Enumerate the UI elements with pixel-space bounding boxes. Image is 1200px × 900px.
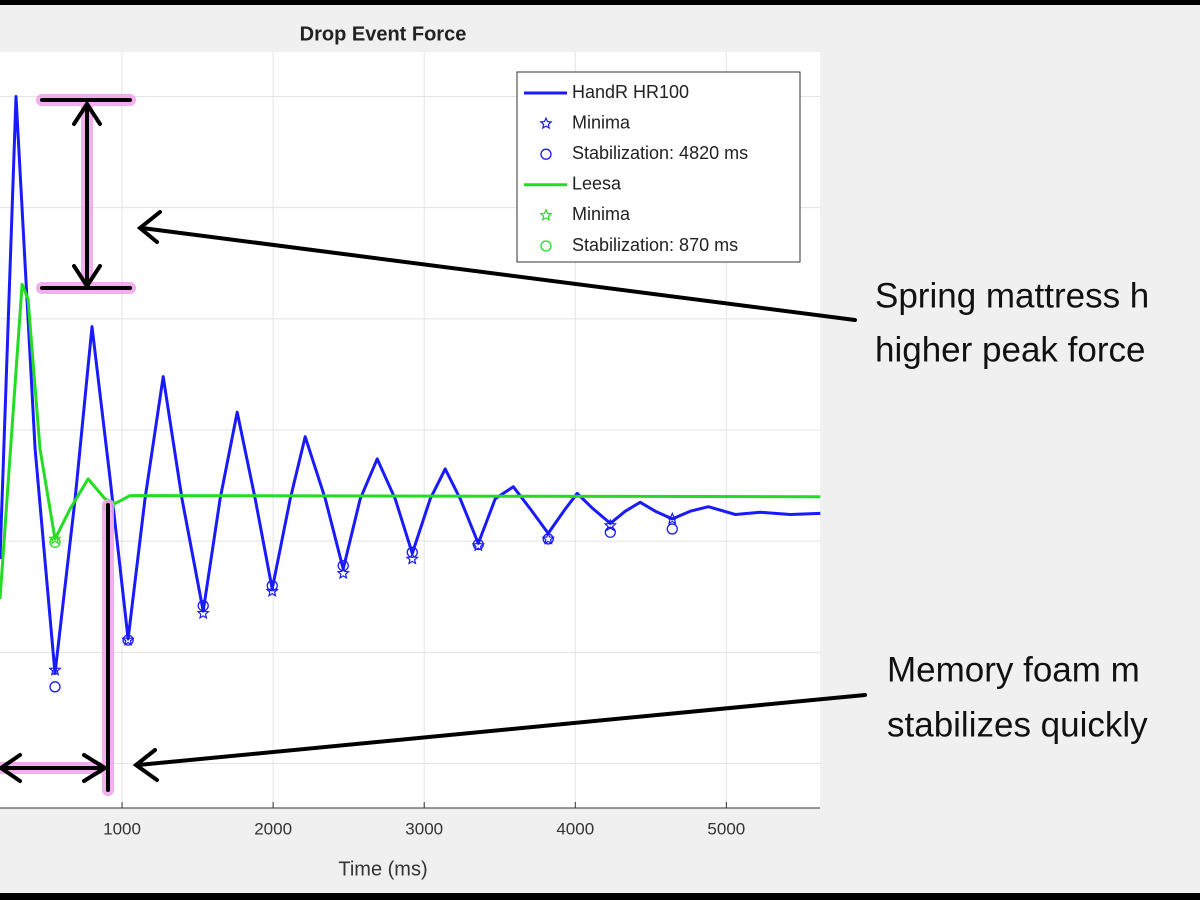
legend-label: Minima <box>572 112 631 132</box>
stabilization-marker <box>197 600 209 612</box>
minima-marker <box>665 511 679 525</box>
x-tick-label: 3000 <box>405 819 443 838</box>
x-tick-label: 1000 <box>103 819 141 838</box>
legend-label: HandR HR100 <box>572 82 689 102</box>
stabilization-marker <box>49 536 61 548</box>
minima-marker <box>405 551 420 565</box>
frame-bottom <box>0 893 1200 900</box>
stabilization-marker <box>122 634 134 646</box>
legend-label: Leesa <box>572 174 622 194</box>
annotation: stabilizes quickly <box>887 705 1148 744</box>
minima-marker <box>121 633 135 646</box>
stabilization-marker <box>406 546 418 558</box>
legend: HandR HR100 Minima Stabilization: 4820 ms L… <box>516 71 801 263</box>
minima-marker <box>196 606 210 620</box>
x-tick-label: 2000 <box>254 819 292 838</box>
legend-swatch <box>540 240 552 252</box>
frame-top <box>0 0 1200 5</box>
stabilization-marker <box>666 523 678 535</box>
line <box>0 282 821 600</box>
stabilization-marker <box>266 579 278 592</box>
minima-marker <box>336 566 350 580</box>
minima-marker <box>471 538 485 552</box>
chart-title: Drop Event Force <box>300 23 467 45</box>
arrows <box>0 98 867 792</box>
minima-marker <box>48 663 62 676</box>
minima-marker <box>603 518 617 532</box>
legend-label: Minima <box>572 204 631 224</box>
minima-marker <box>48 531 62 545</box>
annotation: Memory foam m <box>887 650 1140 689</box>
stabilization-marker <box>542 533 554 545</box>
legend-label: Stabilization: 870 ms <box>572 235 738 255</box>
line <box>0 95 821 675</box>
legend-swatch <box>540 148 552 160</box>
stabilization-marker <box>337 559 349 572</box>
x-tick-label: 5000 <box>707 819 745 838</box>
stabilization-marker <box>604 526 616 538</box>
stabilization-marker <box>472 538 484 551</box>
legend-box <box>516 71 801 263</box>
legend-swatch <box>539 116 553 130</box>
annotation-arrows <box>0 94 867 796</box>
x-tick-label: 4000 <box>556 819 594 838</box>
annotation: higher peak force <box>875 330 1145 369</box>
legend-swatch <box>539 208 553 222</box>
annotation: Spring mattress h <box>875 276 1149 315</box>
stabilization-marker <box>49 681 61 693</box>
x-axis-label: Time (ms) <box>338 858 427 880</box>
legend-label: Stabilization: 4820 ms <box>572 143 748 163</box>
